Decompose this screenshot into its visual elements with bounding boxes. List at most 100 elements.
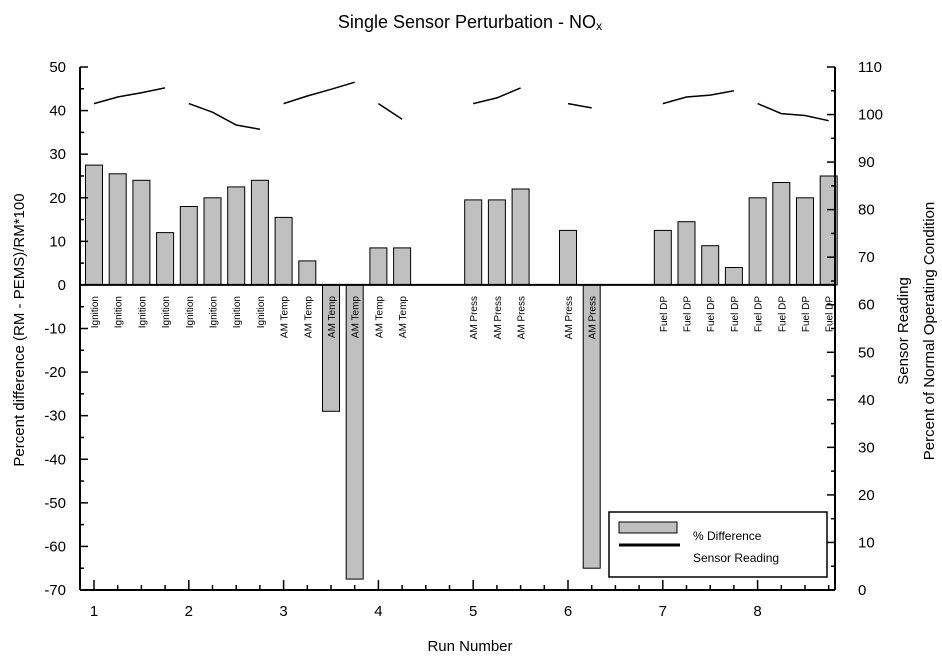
legend-label-difference: % Difference bbox=[693, 529, 762, 543]
x-tick-label: 8 bbox=[753, 603, 761, 620]
bar-category-label: Fuel DP bbox=[801, 296, 812, 332]
bar-category-label: Fuel DP bbox=[683, 296, 694, 332]
bar-category-label: AM Press bbox=[588, 296, 599, 339]
y-left-tick-label: -40 bbox=[44, 451, 66, 468]
y-right-tick-label: 10 bbox=[858, 534, 875, 551]
bar-run-3.25 bbox=[298, 260, 317, 286]
axes-group: 50403020100-10-20-30-40-50-60-7011010090… bbox=[44, 59, 883, 620]
y-axis-right-title-line1: Sensor Reading bbox=[895, 277, 912, 385]
y-left-tick-label: 20 bbox=[49, 190, 66, 207]
y-left-tick-label: -70 bbox=[44, 582, 66, 599]
bar-category-label: AM Press bbox=[564, 296, 575, 339]
x-tick-label: 1 bbox=[90, 603, 98, 620]
bar-run-4.25 bbox=[393, 247, 412, 286]
legend: % Difference Sensor Reading bbox=[608, 511, 828, 578]
x-tick-label: 6 bbox=[564, 603, 572, 620]
bar-run-5 bbox=[464, 199, 483, 286]
bar-run-7 bbox=[653, 229, 672, 286]
y-right-tick-label: 100 bbox=[858, 107, 883, 124]
bar-category-label: AM Temp bbox=[374, 296, 385, 338]
y-right-tick-label: 80 bbox=[858, 202, 875, 219]
bar-category-label: Ignition bbox=[90, 296, 101, 328]
bar-run-3 bbox=[274, 216, 293, 286]
legend-bar-swatch bbox=[618, 521, 678, 534]
sensor-reading-line-8 bbox=[757, 102, 829, 122]
bar-category-label: AM Temp bbox=[398, 296, 409, 338]
bar-category-label: Ignition bbox=[232, 296, 243, 328]
x-tick-label: 4 bbox=[374, 603, 382, 620]
y-left-tick-label: 30 bbox=[49, 146, 66, 163]
chart-title-subscript: x bbox=[596, 19, 602, 33]
category-labels-group: Ignition Ignition Ignition Ignition Ignition… bbox=[90, 296, 836, 340]
bar-run-5.5 bbox=[511, 188, 530, 286]
y-axis-left-title: Percent difference (RM - PEMS)/RM*100 bbox=[11, 193, 28, 466]
y-axis-right-title-line2: Percent of Normal Operating Condition bbox=[921, 202, 938, 460]
bar-category-label: Fuel DP bbox=[754, 296, 765, 332]
bar-category-label: Fuel DP bbox=[777, 296, 788, 332]
bar-run-7.75 bbox=[724, 267, 743, 286]
sensor-reading-line-2 bbox=[188, 102, 261, 131]
bar-category-label: Fuel DP bbox=[659, 296, 670, 332]
bar-category-label: Ignition bbox=[209, 296, 220, 328]
bar-run-7.5 bbox=[701, 245, 720, 286]
bar-run-1.75 bbox=[156, 232, 175, 286]
y-right-tick-label: 0 bbox=[858, 582, 866, 599]
chart-title-main: Single Sensor Perturbation - NO bbox=[338, 12, 596, 32]
sensor-reading-line-1 bbox=[93, 87, 166, 105]
bar-category-label: Ignition bbox=[114, 296, 125, 328]
x-tick-label: 5 bbox=[469, 603, 477, 620]
bar-category-label: Fuel DP bbox=[706, 296, 717, 332]
x-tick-label: 3 bbox=[279, 603, 287, 620]
y-left-tick-label: -50 bbox=[44, 495, 66, 512]
sensor-lines-group bbox=[93, 81, 829, 131]
bar-run-8.5 bbox=[796, 197, 814, 286]
sensor-reading-line-3 bbox=[283, 81, 355, 105]
bar-category-label: Fuel DP bbox=[825, 296, 836, 332]
bar-run-1.5 bbox=[132, 179, 151, 286]
bar-category-label: AM Press bbox=[469, 296, 480, 339]
bar-run-2.5 bbox=[227, 186, 246, 286]
y-left-tick-label: -20 bbox=[44, 364, 66, 381]
bar-category-label: AM Temp bbox=[280, 296, 291, 338]
y-left-tick-label: -60 bbox=[44, 538, 66, 555]
y-right-tick-label: 60 bbox=[858, 297, 875, 314]
y-left-tick-label: -10 bbox=[44, 321, 66, 338]
bar-category-label: Ignition bbox=[185, 296, 196, 328]
y-right-tick-label: 70 bbox=[858, 249, 875, 266]
bar-run-8.25 bbox=[772, 182, 791, 286]
bar-run-2.25 bbox=[203, 197, 222, 286]
legend-label-sensor: Sensor Reading bbox=[693, 551, 779, 565]
bar-category-label: Ignition bbox=[137, 296, 148, 328]
y-left-tick-label: 10 bbox=[49, 233, 66, 250]
bar-run-5.25 bbox=[487, 199, 506, 286]
bar-run-4 bbox=[369, 247, 388, 286]
sensor-reading-line-4 bbox=[377, 102, 403, 120]
bar-run-8 bbox=[748, 197, 767, 286]
bar-category-label: AM Temp bbox=[327, 296, 338, 338]
bar-run-2 bbox=[179, 206, 198, 286]
bar-category-label: AM Temp bbox=[351, 296, 362, 338]
y-right-tick-label: 30 bbox=[858, 439, 875, 456]
bar-run-6 bbox=[559, 229, 577, 286]
sensor-reading-line-5 bbox=[473, 87, 521, 105]
x-tick-label: 2 bbox=[185, 603, 193, 620]
y-left-tick-label: 50 bbox=[49, 59, 66, 76]
bar-category-label: AM Press bbox=[517, 296, 528, 339]
bar-category-label: Fuel DP bbox=[730, 296, 741, 332]
bar-run-1.25 bbox=[108, 173, 127, 286]
y-right-tick-label: 110 bbox=[858, 59, 882, 76]
y-left-tick-label: -30 bbox=[44, 408, 66, 425]
bar-category-label: AM Press bbox=[493, 296, 504, 339]
y-right-tick-label: 50 bbox=[858, 344, 875, 361]
bar-run-7.25 bbox=[677, 221, 696, 286]
y-right-tick-label: 40 bbox=[858, 392, 875, 409]
bar-category-label: Ignition bbox=[161, 296, 172, 328]
x-axis-title: Run Number bbox=[427, 638, 512, 655]
sensor-reading-line-7 bbox=[662, 90, 735, 105]
bar-run-2.75 bbox=[250, 179, 269, 286]
x-tick-label: 7 bbox=[659, 603, 667, 620]
y-right-tick-label: 20 bbox=[858, 487, 875, 504]
chart-title: Single Sensor Perturbation - NOx bbox=[338, 12, 602, 33]
y-left-tick-label: 0 bbox=[58, 277, 66, 294]
